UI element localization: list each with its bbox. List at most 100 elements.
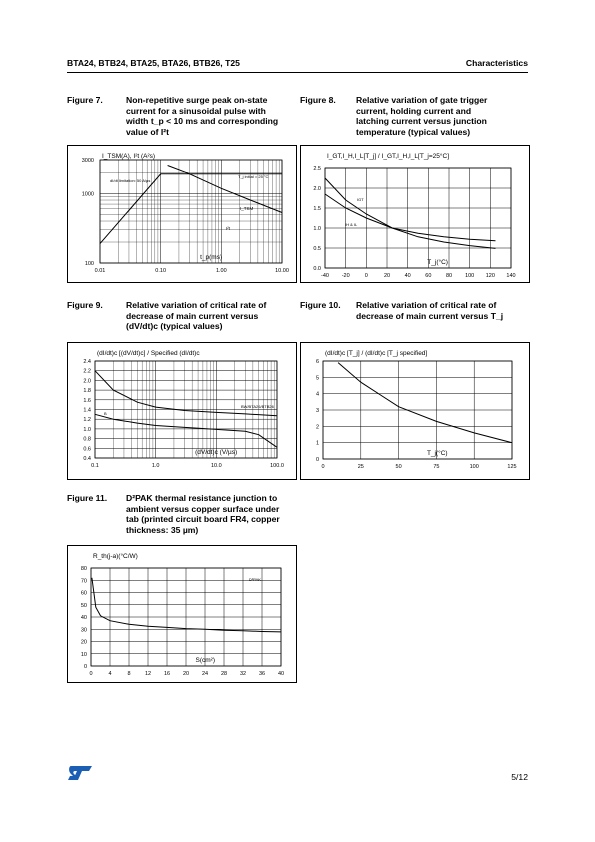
- series-line: [94, 413, 278, 448]
- y-tick-label: 4: [316, 392, 319, 398]
- y-tick-label: 0: [84, 664, 87, 670]
- y-tick-label: 1000: [82, 191, 94, 197]
- y-tick-label: 1.4: [83, 408, 91, 414]
- y-tick-label: 20: [81, 640, 87, 646]
- x-tick-label: 25: [358, 464, 364, 470]
- y-tick-label: 10: [81, 652, 87, 658]
- x-tick-label: 16: [164, 671, 170, 677]
- x-axis-title: T_j(°C): [427, 449, 448, 457]
- figure-7-title: Non-repetitive surge peak on-state curre…: [126, 95, 296, 137]
- x-tick-label: 28: [221, 671, 227, 677]
- x-tick-label: 8: [127, 671, 130, 677]
- x-tick-label: 50: [396, 464, 402, 470]
- plot-frame: [90, 567, 282, 667]
- x-tick-label: 100: [470, 464, 479, 470]
- annotation: B: [104, 411, 107, 416]
- x-tick-label: 20: [183, 671, 189, 677]
- annotation: BW/BTA26/BTB26: [241, 404, 275, 409]
- y-tick-label: 0.5: [313, 246, 321, 252]
- x-axis-title: t_p(ms): [200, 254, 222, 261]
- figure-7-plot: 0.01 0.10 1.00 10.00 100 1000 3000 I_TSM(A), I²…: [82, 153, 289, 274]
- series-line: [94, 370, 278, 417]
- y-tick-label: 40: [81, 615, 87, 621]
- figure-7-title-line: current for a sinusoidal pulse with: [126, 105, 266, 116]
- x-tick-label: 100: [465, 273, 474, 279]
- annotation: T_j initial = 25 °C: [238, 174, 269, 179]
- annotation: I_TSM: [240, 206, 254, 211]
- y-axis-title: (dI/dt)c [(dV/dt)c] / Specified (dI/dt)c: [97, 350, 200, 357]
- figure-11-title-line: thickness: 35 µm): [126, 524, 199, 535]
- figure-9-title-line: Relative variation of critical rate of: [126, 300, 267, 310]
- y-tick-label: 5: [316, 375, 319, 381]
- x-axis-title: (dV/dt)c (V/µs): [195, 449, 237, 456]
- x-tick-label: 32: [240, 671, 246, 677]
- x-tick-label: 36: [259, 671, 265, 677]
- y-tick-label: 2.5: [313, 166, 321, 172]
- figure-7-title-line: value of I²t: [126, 126, 169, 137]
- figure-7-chart: 0.01 0.10 1.00 10.00 100 1000 3000 I_TSM(A), I²…: [67, 145, 297, 283]
- y-tick-label: 50: [81, 603, 87, 609]
- header-title: BTA24, BTB24, BTA25, BTA26, BTB26, T25: [67, 58, 240, 68]
- x-tick-label: 0: [89, 671, 92, 677]
- x-tick-label: 0.10: [155, 268, 166, 274]
- figure-10-plot: 0 25 50 75 100 125 0 1 2 3 4 5 6 (dI/dt)c [T_j] / (dI…: [316, 350, 517, 470]
- y-tick-label: 1.0: [83, 427, 91, 433]
- annotation: D²PAK: [249, 577, 261, 582]
- y-tick-label: 3000: [82, 158, 94, 164]
- figure-8-title-line: temperature (typical values): [356, 126, 471, 137]
- figure-9-title-line: (dV/dt)c (typical values): [126, 321, 223, 332]
- st-logo-icon: [68, 766, 92, 780]
- x-tick-label: 20: [384, 273, 390, 279]
- page-number: 5/12: [511, 772, 528, 782]
- y-axis-title: (dI/dt)c [T_j] / (dI/dt)c [T_j specified…: [325, 350, 427, 357]
- header-section: Characteristics: [465, 58, 528, 68]
- series-line: [167, 165, 283, 213]
- x-tick-label: 80: [446, 273, 452, 279]
- figure-11-plot: 0 4 8 12 16 20 24 28 32 36 40 0 10 20 30 40 50 60 70 80 R_th…: [81, 552, 284, 677]
- x-tick-label: 40: [278, 671, 284, 677]
- plot-frame: [99, 159, 283, 264]
- series-label: IGT: [357, 197, 364, 202]
- series-line: [91, 577, 282, 633]
- x-tick-label: 140: [506, 273, 515, 279]
- y-axis-title: I_GT,I_H,I_L[T_j] / I_GT,I_H,I_L[T_j=25°…: [327, 152, 449, 160]
- x-tick-label: 120: [486, 273, 495, 279]
- x-tick-label: 125: [507, 464, 516, 470]
- x-tick-label: -20: [342, 273, 350, 279]
- plot-frame: [324, 167, 512, 269]
- plot-frame: [94, 360, 278, 459]
- figure-8-title-line: Relative variation of gate trigger: [356, 95, 488, 105]
- x-tick-label: 4: [108, 671, 111, 677]
- y-tick-label: 1: [316, 441, 319, 447]
- x-tick-label: 40: [405, 273, 411, 279]
- y-tick-label: 0.0: [313, 266, 321, 272]
- y-tick-label: 2: [316, 424, 319, 430]
- x-tick-label: 75: [433, 464, 439, 470]
- y-tick-label: 2.0: [83, 378, 91, 384]
- y-tick-label: 3: [316, 408, 319, 414]
- series-line: [324, 177, 496, 249]
- x-tick-label: 24: [202, 671, 208, 677]
- x-tick-label: 0.01: [95, 268, 106, 274]
- y-tick-label: 2.4: [83, 359, 91, 365]
- x-tick-label: 10.0: [211, 463, 222, 469]
- x-tick-label: 10.00: [275, 268, 289, 274]
- x-tick-label: 12: [145, 671, 151, 677]
- figure-9-plot: 0.1 1.0 10.0 100.0 0.4 0.6 0.8 1.0 1.2 1.4 1.6 1.8 2…: [83, 350, 284, 469]
- figure-9-title: Relative variation of critical rate of d…: [126, 300, 296, 332]
- figure-10-title-line: Relative variation of critical rate of: [356, 300, 497, 310]
- figure-8-title: Relative variation of gate trigger curre…: [356, 95, 528, 137]
- figure-8-number: Figure 8.: [300, 95, 336, 105]
- figure-10-title-line: decrease of main current versus T_j: [356, 310, 504, 321]
- y-tick-label: 1.5: [313, 206, 321, 212]
- series-label: IH & IL: [345, 222, 358, 227]
- figure-8-chart: -40 -20 0 20 40 60 80 100 120 140 0.0 0.5 1.0 1.5 2.0 2…: [300, 145, 530, 283]
- series-line: [99, 173, 282, 244]
- figure-11-title-line: ambient versus copper surface under: [126, 503, 280, 514]
- figure-9-title-line: decrease of main current versus: [126, 310, 259, 321]
- x-tick-label: 0: [321, 464, 324, 470]
- figure-11-chart: 0 4 8 12 16 20 24 28 32 36 40 0 10 20 30 40 50 60 70 80 R_th…: [67, 545, 297, 683]
- x-tick-label: 0.1: [91, 463, 99, 469]
- st-logo: [67, 765, 93, 786]
- y-tick-label: 0.4: [83, 456, 91, 462]
